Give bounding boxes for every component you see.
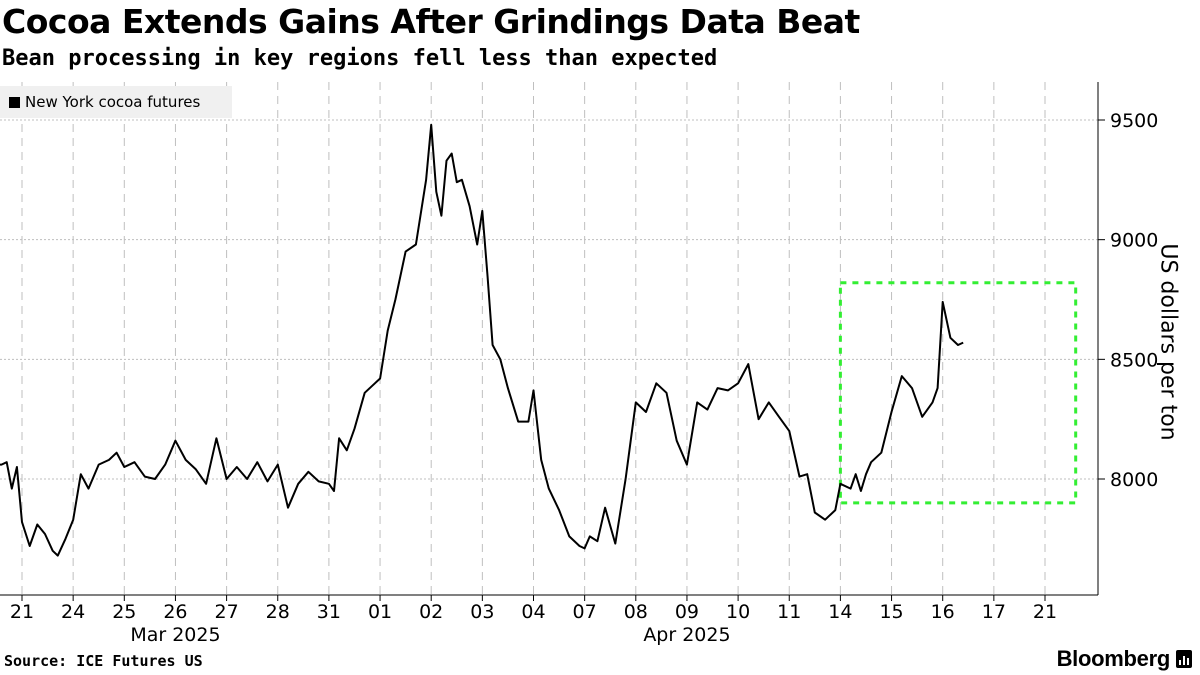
x-tick-label: 09 bbox=[675, 601, 699, 623]
x-tick-label: 16 bbox=[931, 601, 955, 623]
x-tick-label: 01 bbox=[368, 601, 392, 623]
month-label: Mar 2025 bbox=[130, 624, 220, 646]
x-tick-label: 21 bbox=[1033, 601, 1057, 623]
x-tick-label: 17 bbox=[982, 601, 1006, 623]
x-tick-label: 26 bbox=[163, 601, 187, 623]
x-tick-label: 21 bbox=[10, 601, 34, 623]
month-label: Apr 2025 bbox=[643, 624, 730, 646]
brand-logo-text: Bloomberg bbox=[1056, 646, 1171, 671]
x-tick-label: 11 bbox=[777, 601, 801, 623]
x-tick-label: 24 bbox=[61, 601, 85, 623]
x-tick-label: 04 bbox=[521, 601, 545, 623]
legend-label: New York cocoa futures bbox=[25, 93, 201, 111]
x-tick-label: 25 bbox=[112, 601, 136, 623]
y-axis-title: US dollars per ton bbox=[1155, 243, 1181, 441]
series-line-new-york-cocoa-futures bbox=[0, 123, 964, 557]
x-tick-label: 08 bbox=[624, 601, 648, 623]
y-tick-label: 9000 bbox=[1110, 230, 1158, 252]
y-tick-label: 8500 bbox=[1110, 349, 1158, 371]
chart-subtitle: Bean processing in key regions fell less… bbox=[2, 46, 718, 71]
x-tick-label: 07 bbox=[573, 601, 597, 623]
y-tick-label: 9500 bbox=[1110, 110, 1158, 132]
x-tick-label: 10 bbox=[726, 601, 750, 623]
legend: New York cocoa futures bbox=[0, 86, 232, 118]
x-tick-label: 28 bbox=[266, 601, 290, 623]
bloomberg-icon bbox=[1176, 650, 1192, 668]
source-note: Source: ICE Futures US bbox=[4, 652, 203, 670]
x-tick-label: 27 bbox=[215, 601, 239, 623]
highlight-box bbox=[838, 281, 1078, 505]
chart-title: Cocoa Extends Gains After Grindings Data… bbox=[2, 2, 860, 41]
x-tick-label: 02 bbox=[419, 601, 443, 623]
x-tick-label: 03 bbox=[470, 601, 494, 623]
x-tick-label: 14 bbox=[828, 601, 852, 623]
x-tick-label: 31 bbox=[317, 601, 341, 623]
x-tick-label: 15 bbox=[879, 601, 903, 623]
y-tick-label: 8000 bbox=[1110, 469, 1158, 491]
legend-swatch bbox=[9, 96, 20, 108]
